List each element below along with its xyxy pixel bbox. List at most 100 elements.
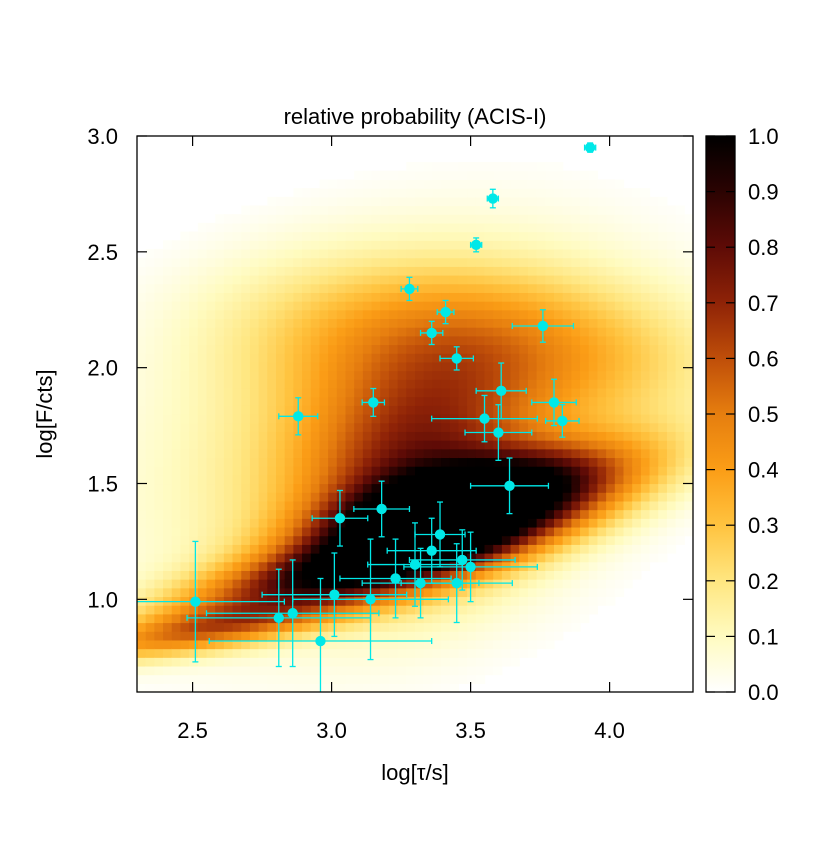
heatmap-cell (684, 448, 693, 459)
heatmap-cell (371, 370, 381, 380)
heatmap-cell (302, 526, 312, 537)
heatmap-cell (432, 387, 442, 398)
heatmap-cell (449, 275, 460, 285)
heatmap-cell (432, 474, 442, 485)
heatmap-cell (554, 292, 564, 302)
heatmap-cell (241, 431, 251, 441)
heatmap-cell (554, 431, 564, 441)
heatmap-cell (597, 570, 607, 580)
heatmap-cell (189, 674, 199, 684)
heatmap-cell (232, 214, 242, 224)
heatmap-cell (380, 657, 390, 667)
heatmap-cell (467, 292, 477, 302)
heatmap-cell (388, 344, 399, 354)
heatmap-cell (232, 405, 242, 415)
heatmap-cell (241, 275, 251, 285)
heatmap-cell (623, 440, 633, 450)
heatmap-cell (649, 266, 659, 276)
heatmap-cell (276, 387, 286, 398)
heatmap-cell (527, 361, 538, 372)
heatmap-cell (345, 387, 355, 398)
heatmap-cell (206, 422, 216, 432)
heatmap-cell (614, 275, 625, 285)
heatmap-cell (632, 570, 642, 580)
heatmap-cell (380, 222, 390, 233)
heatmap-cell (475, 474, 486, 485)
heatmap-cell (527, 613, 538, 624)
heatmap-cell (406, 188, 416, 198)
heatmap-cell (475, 396, 486, 406)
heatmap-cell (527, 631, 538, 641)
heatmap-cell (336, 361, 347, 372)
heatmap-cell (658, 292, 668, 302)
heatmap-cell (640, 318, 651, 328)
heatmap-cell (658, 240, 668, 250)
heatmap-cell (536, 605, 546, 615)
heatmap-cell (241, 222, 251, 233)
heatmap-cell (397, 231, 407, 241)
heatmap-cell (284, 318, 294, 328)
heatmap-cell (588, 457, 599, 467)
heatmap-cell (519, 448, 529, 459)
heatmap-cell (449, 257, 460, 267)
chart-title: relative probability (ACIS-I) (284, 104, 547, 129)
heatmap-cell (527, 431, 538, 441)
heatmap-cell (449, 631, 460, 641)
heatmap-cell (189, 231, 199, 241)
heatmap-cell (588, 257, 599, 267)
heatmap-cell (276, 344, 286, 354)
heatmap-cell (666, 214, 677, 224)
heatmap-cell (423, 396, 433, 406)
heatmap-cell (302, 535, 312, 545)
heatmap-cell (588, 196, 599, 207)
heatmap-cell (423, 353, 433, 363)
heatmap-cell (614, 292, 625, 302)
heatmap-cell (441, 405, 451, 415)
heatmap-cell (215, 483, 225, 493)
heatmap-cell (675, 387, 685, 398)
heatmap-cell (354, 335, 364, 346)
heatmap-cell (432, 500, 442, 511)
heatmap-cell (666, 266, 677, 276)
heatmap-cell (623, 518, 633, 528)
heatmap-cell (362, 683, 373, 692)
heatmap-cell (527, 196, 538, 207)
heatmap-cell (554, 361, 564, 372)
heatmap-cell (458, 500, 468, 511)
heatmap-cell (536, 431, 546, 441)
heatmap-cell (154, 492, 164, 502)
heatmap-cell (484, 283, 494, 293)
heatmap-cell (649, 240, 659, 250)
heatmap-cell (545, 266, 555, 276)
heatmap-cell (215, 240, 225, 250)
heatmap-cell (249, 553, 260, 563)
heatmap-cell (154, 657, 164, 667)
heatmap-cell (319, 544, 329, 554)
heatmap-cell (249, 622, 260, 632)
heatmap-cell (241, 422, 251, 432)
heatmap-cell (137, 301, 147, 311)
heatmap-cell (137, 422, 147, 432)
heatmap-cell (319, 266, 329, 276)
heatmap-cell (388, 248, 399, 259)
heatmap-cell (284, 327, 294, 337)
colorbar-tick-label: 1.0 (748, 124, 779, 149)
heatmap-cell (415, 431, 425, 441)
heatmap-cell (380, 474, 390, 485)
heatmap-cell (441, 396, 451, 406)
heatmap-cell (380, 248, 390, 259)
heatmap-cell (232, 570, 242, 580)
heatmap-cell (475, 605, 486, 615)
heatmap-cell (536, 387, 546, 398)
heatmap-cell (666, 275, 677, 285)
heatmap-cell (310, 240, 321, 250)
heatmap-cell (449, 379, 460, 389)
heatmap-cell (380, 526, 390, 537)
heatmap-cell (397, 466, 407, 476)
heatmap-cell (406, 266, 416, 276)
heatmap-cell (458, 657, 468, 667)
heatmap-cell (223, 474, 234, 485)
heatmap-cell (571, 587, 581, 598)
heatmap-cell (606, 526, 616, 537)
heatmap-cell (467, 231, 477, 241)
